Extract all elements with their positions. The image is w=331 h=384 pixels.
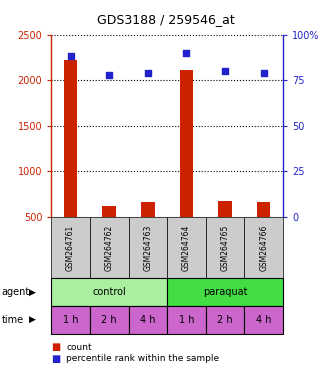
Text: ■: ■ xyxy=(51,354,61,364)
Text: GSM264763: GSM264763 xyxy=(143,225,152,271)
Point xyxy=(184,50,189,56)
Text: count: count xyxy=(66,343,92,352)
Text: GSM264764: GSM264764 xyxy=(182,225,191,271)
Text: 1 h: 1 h xyxy=(63,315,78,325)
Text: control: control xyxy=(92,287,126,297)
Point xyxy=(68,53,73,60)
Text: paraquat: paraquat xyxy=(203,287,247,297)
Point xyxy=(222,68,228,74)
Bar xyxy=(180,70,193,263)
Text: 2 h: 2 h xyxy=(217,315,233,325)
Text: GDS3188 / 259546_at: GDS3188 / 259546_at xyxy=(97,13,234,26)
Bar xyxy=(218,200,232,263)
Text: ▶: ▶ xyxy=(29,288,36,297)
Text: 4 h: 4 h xyxy=(140,315,156,325)
Text: GSM264765: GSM264765 xyxy=(220,225,230,271)
Text: time: time xyxy=(2,315,24,325)
Text: ■: ■ xyxy=(51,342,61,352)
Text: 4 h: 4 h xyxy=(256,315,271,325)
Text: percentile rank within the sample: percentile rank within the sample xyxy=(66,354,219,363)
Bar xyxy=(64,60,77,263)
Point xyxy=(107,72,112,78)
Point xyxy=(145,70,151,76)
Text: GSM264762: GSM264762 xyxy=(105,225,114,271)
Bar xyxy=(141,202,155,263)
Text: 2 h: 2 h xyxy=(101,315,117,325)
Text: 1 h: 1 h xyxy=(179,315,194,325)
Text: ▶: ▶ xyxy=(29,315,36,324)
Text: GSM264761: GSM264761 xyxy=(66,225,75,271)
Text: GSM264766: GSM264766 xyxy=(259,225,268,271)
Bar xyxy=(103,206,116,263)
Bar xyxy=(257,202,270,263)
Text: agent: agent xyxy=(2,287,30,297)
Point xyxy=(261,70,266,76)
